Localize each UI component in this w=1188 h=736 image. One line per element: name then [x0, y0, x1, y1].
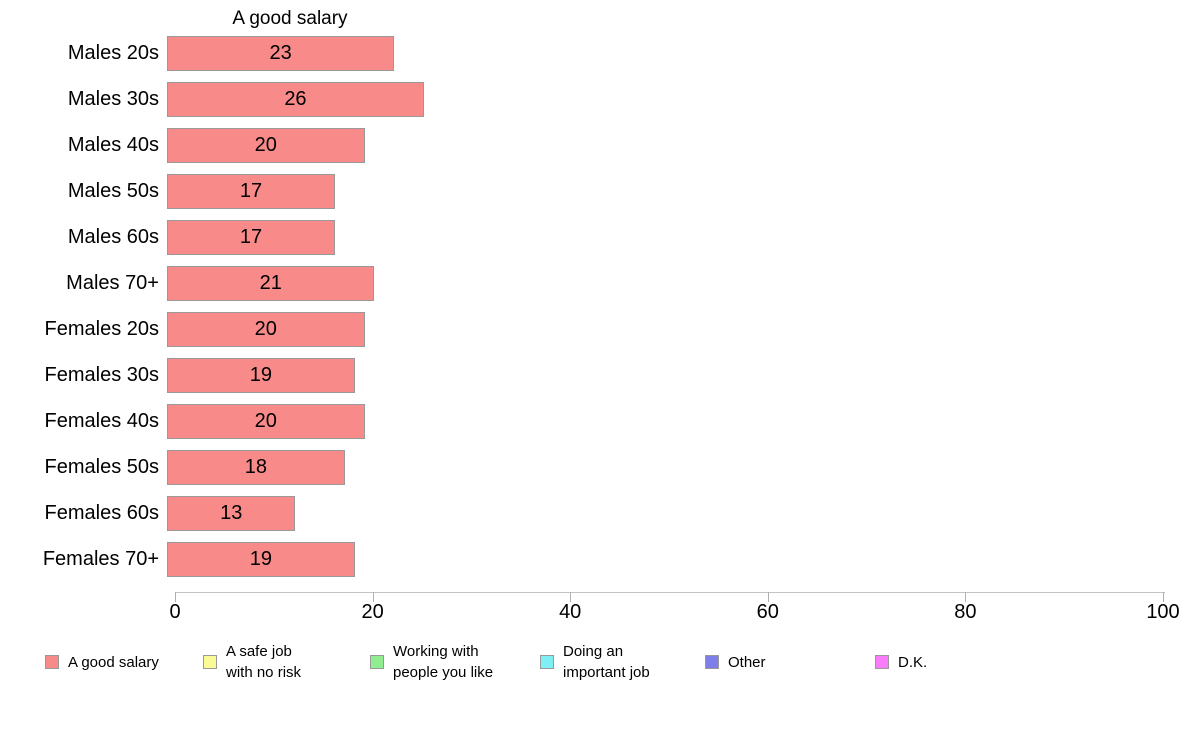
legend-item: A safe job with no risk	[203, 640, 301, 684]
legend-item: D.K.	[875, 640, 927, 684]
bar-row: Females 70+ 19	[0, 536, 1188, 582]
category-label: Females 50s	[44, 455, 160, 478]
bar: 20	[167, 403, 365, 439]
bar-row: Females 30s 19	[0, 352, 1188, 398]
x-axis-tick-label: 0	[169, 601, 181, 623]
bar-value-label: 21	[259, 271, 282, 294]
legend-label: A safe job with no risk	[226, 643, 302, 681]
x-axis-tick-label: 60	[756, 601, 779, 623]
bar: 18	[167, 449, 345, 485]
legend-swatch-icon	[203, 655, 217, 669]
bar-value-label: 26	[284, 87, 307, 110]
bar: 19	[167, 541, 355, 577]
category-label: Females 20s	[44, 317, 160, 340]
bar: 23	[167, 35, 395, 71]
x-axis-tick-mark	[175, 592, 176, 602]
legend-item: A good salary	[45, 640, 159, 684]
legend-swatch-icon	[540, 655, 554, 669]
category-label: Males 40s	[67, 133, 159, 156]
x-axis-tick-label: 40	[559, 601, 582, 623]
legend: A good salary A safe job with no risk Work…	[0, 640, 1188, 684]
bar-value-label: 13	[220, 501, 243, 524]
legend-label: Doing an important job	[563, 643, 650, 681]
bar-value-label: 20	[254, 409, 277, 432]
legend-label: D.K.	[898, 653, 928, 671]
bar-value-label: 18	[244, 455, 268, 478]
legend-item: Working with people you like	[370, 640, 493, 684]
bar-value-label: 19	[249, 363, 272, 386]
bar: 26	[167, 81, 424, 117]
bar: 19	[167, 357, 355, 393]
bar: 20	[167, 311, 365, 347]
x-axis-tick-mark	[965, 592, 967, 602]
bar: 21	[167, 265, 375, 301]
bar: 13	[167, 495, 296, 531]
category-label: Males 70+	[66, 271, 159, 294]
bar-value-label: 23	[269, 41, 292, 64]
x-axis-line	[175, 592, 1165, 593]
category-label: Females 60s	[44, 501, 160, 524]
x-axis-tick-mark	[1163, 592, 1164, 602]
x-axis-tick-label: 80	[954, 601, 977, 623]
bar: 20	[167, 127, 365, 163]
x-axis-tick-mark	[372, 592, 374, 602]
bar: 17	[167, 219, 335, 255]
bar-row: Males 20s 23	[0, 30, 1188, 76]
category-label: Males 60s	[67, 225, 159, 248]
category-label: Males 30s	[67, 87, 159, 110]
x-axis-tick-mark	[767, 592, 769, 602]
legend-item: Other	[705, 640, 766, 684]
legend-item: Doing an important job	[540, 640, 650, 684]
legend-swatch-icon	[45, 655, 59, 669]
legend-swatch-icon	[875, 655, 889, 669]
bar-row: Males 30s 26	[0, 76, 1188, 122]
bar-value-label: 20	[254, 133, 277, 156]
bar-row: Females 60s 13	[0, 490, 1188, 536]
x-axis-tick-label: 100	[1146, 601, 1180, 623]
legend-swatch-icon	[370, 655, 384, 669]
bar-value-label: 17	[239, 179, 263, 202]
x-axis-tick-mark	[570, 592, 572, 602]
bar-row: Males 50s 17	[0, 168, 1188, 214]
bar-row: Males 40s 20	[0, 122, 1188, 168]
bar-value-label: 17	[239, 225, 263, 248]
legend-label: Other	[728, 653, 766, 671]
bar-row: Males 70+ 21	[0, 260, 1188, 306]
category-label: Females 40s	[44, 409, 160, 432]
bars-area: Males 20s 23 Males 30s 26 Males 40s 20 Males 5…	[0, 30, 1188, 582]
chart-title: A good salary	[232, 8, 348, 29]
bar-row: Females 20s 20	[0, 306, 1188, 352]
category-label: Females 30s	[44, 363, 160, 386]
bar-value-label: 20	[254, 317, 277, 340]
bar-row: Females 50s 18	[0, 444, 1188, 490]
x-axis-tick-label: 20	[361, 601, 384, 623]
bar-value-label: 19	[249, 547, 272, 570]
category-label: Females 70+	[42, 547, 159, 570]
bar-row: Females 40s 20	[0, 398, 1188, 444]
legend-swatch-icon	[705, 655, 719, 669]
legend-label: A good salary	[68, 653, 159, 671]
legend-label: Working with people you like	[393, 643, 494, 681]
bar-row: Males 60s 17	[0, 214, 1188, 260]
category-label: Males 50s	[67, 179, 159, 202]
bar: 17	[167, 173, 335, 209]
category-label: Males 20s	[67, 41, 159, 64]
